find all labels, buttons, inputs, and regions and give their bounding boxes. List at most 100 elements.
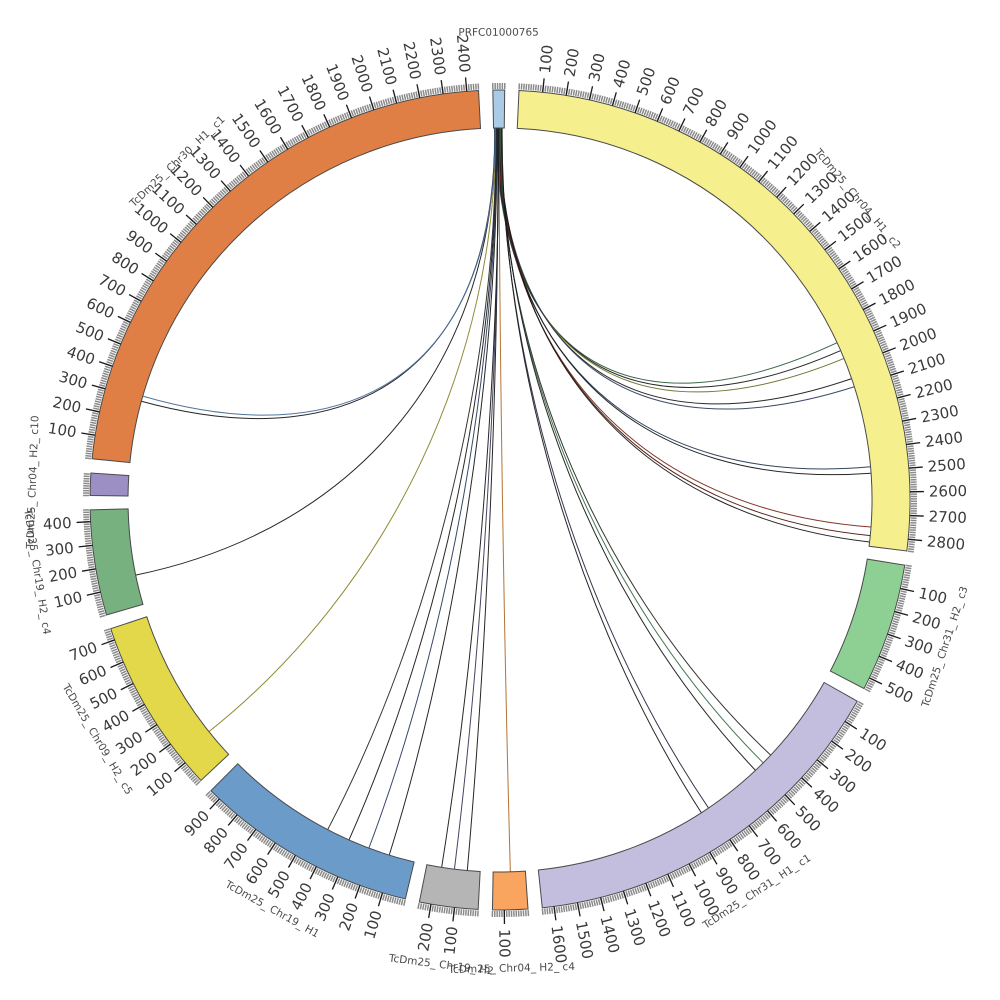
minor-tick [87,561,94,564]
tick-label: 400 [893,655,926,683]
minor-tick [611,895,615,902]
minor-tick [145,278,152,284]
minor-tick [184,768,190,774]
minor-tick [210,795,216,802]
tick-label: 600 [242,854,273,888]
minor-tick [155,264,161,270]
tick-label: 1100 [667,888,699,930]
chord-link [501,127,709,809]
minor-tick [849,280,856,286]
minor-tick [319,123,324,130]
major-tick [611,92,617,106]
minor-tick [645,110,650,117]
minor-tick [811,767,817,773]
minor-tick [867,681,874,686]
minor-tick [199,210,205,216]
minor-tick [279,145,284,152]
minor-tick [816,233,822,239]
minor-tick [188,773,195,779]
minor-tick [92,589,100,593]
minor-tick [310,127,315,134]
minor-tick [595,94,599,101]
minor-tick [793,786,799,792]
minor-tick [450,908,453,915]
minor-tick [287,853,292,860]
tick-label: 600 [76,661,109,689]
minor-tick [745,828,751,835]
minor-tick [853,286,860,292]
major-tick [174,762,186,773]
minor-tick [595,899,599,906]
minor-tick [774,804,780,811]
major-tick [323,114,331,128]
minor-tick [792,206,798,213]
minor-tick [86,549,93,552]
minor-tick [781,798,787,804]
minor-tick [445,907,449,914]
minor-tick [902,583,909,586]
minor-tick [741,831,747,838]
minor-tick [222,807,229,813]
minor-tick [152,268,159,274]
minor-tick [840,266,847,272]
minor-tick [751,170,757,176]
minor-tick [241,822,247,829]
minor-tick [319,870,324,877]
minor-tick [632,888,636,895]
minor-tick [280,849,286,856]
minor-tick [906,440,913,443]
minor-tick [899,402,906,406]
chord-link [327,128,497,830]
minor-tick [256,833,262,840]
tick-label: 100 [536,44,557,74]
minor-tick [258,835,264,842]
minor-tick [682,867,687,874]
major-tick [309,866,317,880]
minor-tick [125,314,132,319]
minor-tick [830,252,837,258]
minor-tick [880,653,887,658]
minor-tick [616,100,620,107]
minor-tick [880,342,887,347]
minor-tick [169,244,175,250]
minor-tick [887,360,894,365]
major-tick [809,221,821,232]
minor-tick [372,891,377,898]
minor-tick [99,381,106,385]
major-tick [331,876,339,890]
minor-tick [389,97,393,104]
minor-tick [878,338,886,343]
minor-tick [403,899,406,906]
minor-tick [884,644,891,649]
minor-tick [269,151,274,158]
minor-tick [899,400,906,404]
major-tick [154,252,168,262]
major-tick [851,281,864,290]
minor-tick [829,744,835,750]
minor-tick [462,84,466,91]
minor-tick [743,830,749,837]
minor-tick [86,556,94,559]
minor-tick [877,660,884,665]
major-tick [656,108,664,122]
tick-label: 500 [264,867,294,901]
tick-label: 2800 [926,532,966,554]
minor-tick [323,121,328,128]
minor-tick [401,94,405,101]
minor-tick [654,113,659,120]
minor-tick [896,390,903,394]
minor-tick [812,765,819,771]
minor-tick [153,266,160,272]
minor-tick [192,777,198,783]
minor-tick [393,897,397,904]
minor-tick [97,388,104,392]
minor-tick [426,904,430,911]
chord-link [141,128,496,420]
major-tick [793,203,805,215]
minor-tick [756,174,762,181]
minor-tick [896,606,903,610]
minor-tick [586,901,589,908]
minor-tick [885,640,892,644]
minor-tick [118,666,125,670]
minor-tick [148,720,154,726]
